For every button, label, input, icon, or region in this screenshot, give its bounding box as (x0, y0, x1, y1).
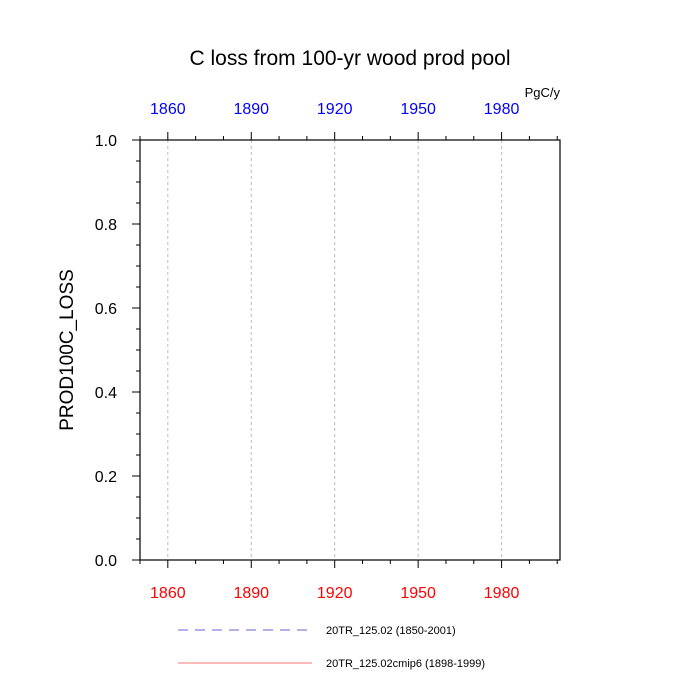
y-tick-label: 0.8 (95, 217, 117, 234)
y-axis-label: PROD100C_LOSS (57, 269, 78, 431)
grid (167, 140, 503, 560)
axis-ticks (132, 132, 558, 568)
y-tick-label: 0.4 (95, 385, 117, 402)
y-tick-label: 0.0 (95, 553, 117, 570)
plot-frame (139, 139, 561, 561)
x-tick-label-top: 1860 (150, 101, 186, 118)
y-tick-label: 0.6 (95, 301, 117, 318)
x-tick-label-bottom: 1920 (317, 585, 353, 602)
x-tick-label-bottom: 1980 (484, 585, 520, 602)
legend-label-0: 20TR_125.02 (1850-2001) (326, 625, 456, 637)
tick-labels: 1860 1860 1890 1890 1920 1920 1950 1950 1980 1980… (95, 101, 520, 602)
x-tick-label-bottom: 1860 (150, 585, 186, 602)
x-tick-label-bottom: 1950 (400, 585, 436, 602)
chart-title: C loss from 100-yr wood prod pool (190, 47, 511, 70)
x-tick-label-top: 1980 (484, 101, 520, 118)
y-tick-label: 0.2 (95, 469, 117, 486)
x-tick-label-top: 1890 (233, 101, 269, 118)
legend-label-1: 20TR_125.02cmip6 (1898-1999) (326, 658, 485, 670)
legend: 20TR_125.02 (1850-2001) 20TR_125.02cmip6 … (178, 625, 485, 670)
units-label: PgC/y (525, 85, 561, 100)
y-tick-label: 1.0 (95, 133, 117, 150)
x-tick-label-top: 1920 (317, 101, 353, 118)
x-tick-label-bottom: 1890 (233, 585, 269, 602)
x-tick-label-top: 1950 (400, 101, 436, 118)
